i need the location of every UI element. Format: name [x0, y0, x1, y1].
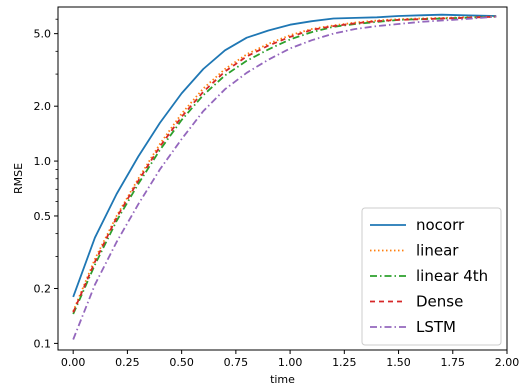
x-tick-label: 0.50	[169, 356, 194, 369]
axes: 0.00 0.25 0.50 0.75 1.00 1.25 1.50 1.75 2.00 0.1 0…	[34, 6, 519, 369]
x-axis-label: time	[270, 373, 295, 386]
legend-label-nocorr: nocorr	[416, 216, 465, 234]
x-tick-label: 1.50	[386, 356, 411, 369]
y-axis-label: RMSE	[12, 163, 25, 194]
y-tick-label: 1.0	[34, 155, 52, 168]
x-tick-label: 1.25	[332, 356, 357, 369]
legend: nocorr linear linear 4th Dense LSTM	[361, 207, 502, 346]
series-line-dense	[72, 15, 497, 313]
y-tick-label: 0.1	[34, 337, 52, 350]
legend-label-dense: Dense	[416, 293, 463, 311]
plot-area	[72, 13, 497, 340]
x-tick-label: 0.25	[115, 356, 140, 369]
legend-label-linear-4th: linear 4th	[416, 267, 488, 285]
y-tick-label: 5.0	[34, 28, 52, 41]
x-tick-label: 2.00	[495, 356, 519, 369]
x-tick-label: 0.75	[224, 356, 249, 369]
legend-box	[361, 207, 502, 346]
x-tick-label: 0.00	[61, 356, 86, 369]
y-tick-label: 0.2	[34, 283, 52, 296]
series-line-nocorr	[72, 13, 497, 298]
y-tick-label: 0.5	[34, 210, 52, 223]
x-tick-label: 1.00	[278, 356, 303, 369]
legend-label-linear: linear	[416, 242, 459, 260]
y-tick-label: 2.0	[34, 100, 52, 113]
legend-label-lstm: LSTM	[416, 318, 456, 336]
x-tick-label: 1.75	[441, 356, 466, 369]
